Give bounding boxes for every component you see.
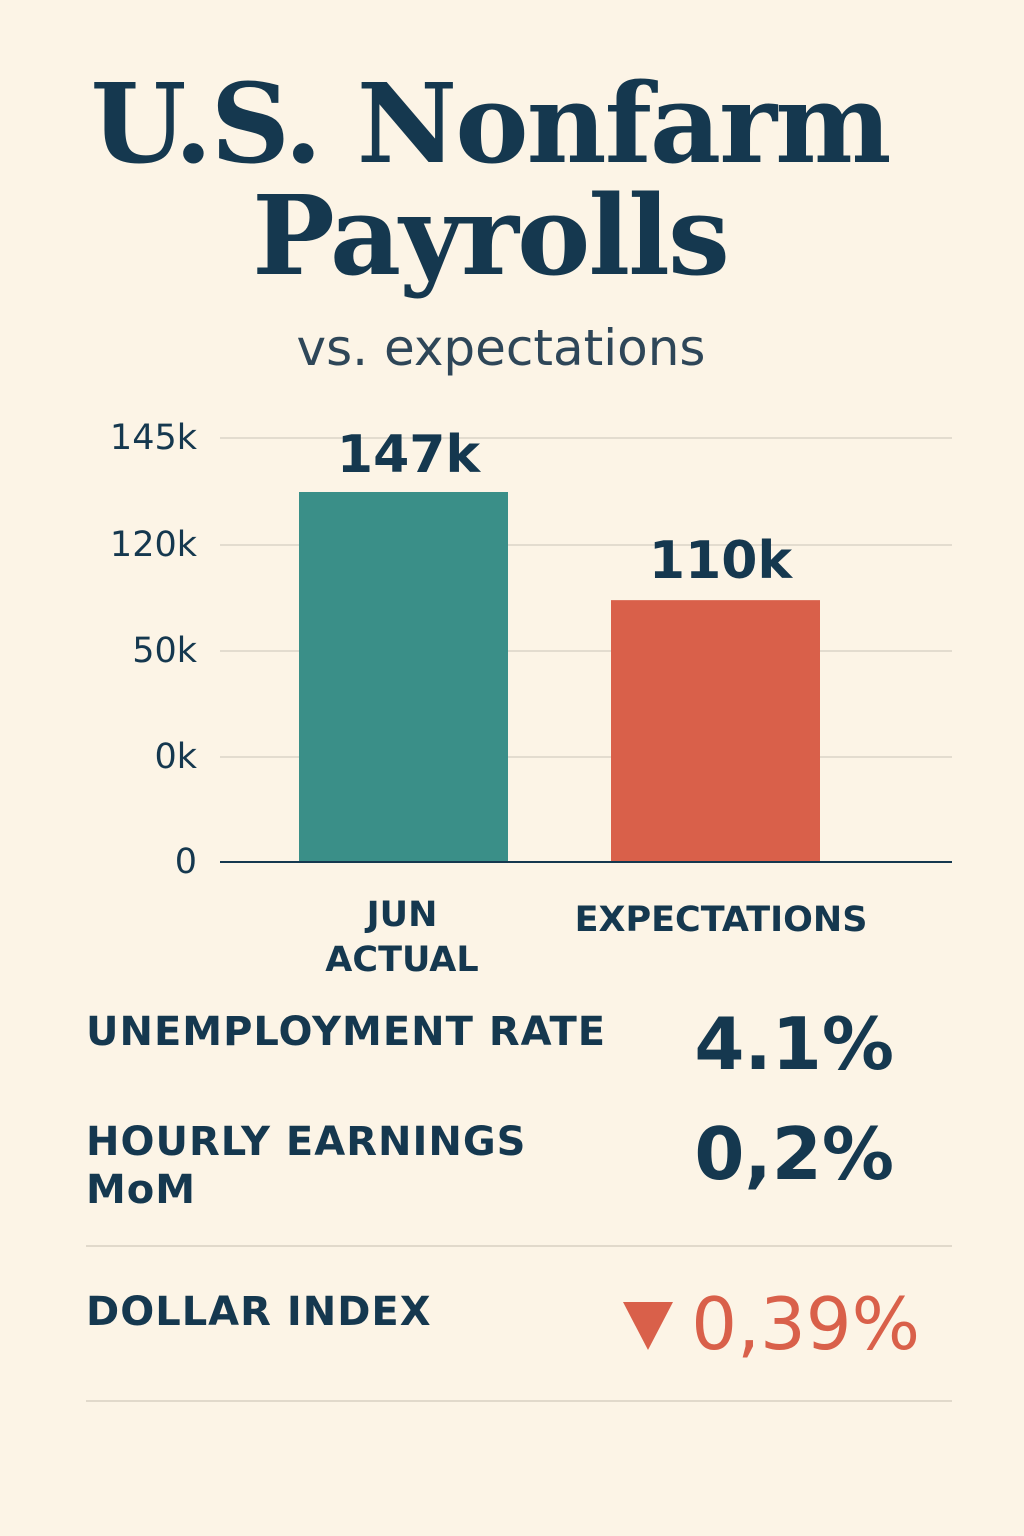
payrolls-bar-chart: 145k 120k 50k 0k 0 147k 110k JUN ACTUAL EXPECTATI… [110,418,952,980]
chart-title: U.S. Nonfarm Payrolls [0,68,980,292]
unemployment-rate-value: 4.1% [694,1002,894,1086]
x-category-label: JUN [365,895,438,935]
hourly-earnings-label: HOURLY EARNINGS MoM [86,1118,526,1214]
bar [299,492,508,862]
hourly-earnings-label-line-1: HOURLY EARNINGS [86,1119,527,1165]
unemployment-rate-label: UNEMPLOYMENT RATE [86,1009,607,1055]
chart-title-line-2: Payrolls [252,171,730,300]
bar [611,600,820,862]
y-tick-label: 0 [175,842,197,882]
dollar-index-value-group: 0,39% [623,1284,920,1364]
x-category-label: ACTUAL [325,940,478,980]
divider-bottom [86,1400,952,1402]
divider-top [86,1245,952,1247]
y-tick-label: 120k [110,525,198,565]
down-triangle-icon [623,1302,674,1350]
hourly-earnings-value: 0,2% [694,1112,894,1196]
y-tick-label: 145k [110,418,198,458]
x-category-label: EXPECTATIONS [575,900,868,940]
y-tick-label: 0k [154,737,197,777]
dollar-index-label: DOLLAR INDEX [86,1289,432,1335]
y-tick-label: 50k [132,631,198,671]
chart-subtitle: vs. expectations [296,319,706,377]
bar-value-label: 147k [337,425,482,485]
hourly-earnings-label-line-2: MoM [86,1167,197,1213]
dollar-index-value: 0,39% [691,1282,920,1366]
chart-title-line-1: U.S. Nonfarm [90,59,891,188]
bar-value-label: 110k [649,531,794,591]
